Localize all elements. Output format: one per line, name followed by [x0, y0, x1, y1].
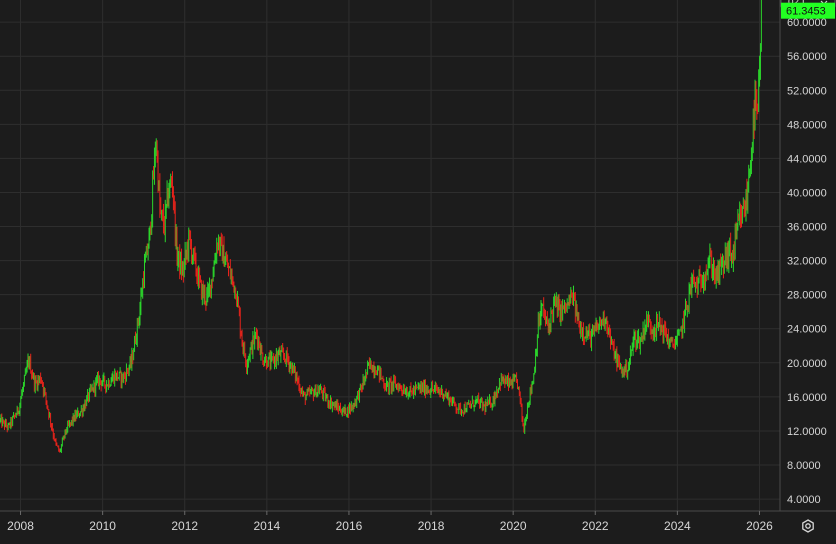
x-tick-label: 2024	[664, 519, 691, 533]
y-tick-label: 56.0000	[787, 51, 827, 63]
y-tick-label: 36.0000	[787, 222, 827, 234]
y-tick-label: 24.0000	[787, 324, 827, 336]
y-tick-label: 28.0000	[787, 290, 827, 302]
y-tick-label: 8.0000	[787, 460, 821, 472]
y-tick-label: 12.0000	[787, 426, 827, 438]
x-tick-label: 2012	[171, 519, 198, 533]
last-price-label: 61.3453	[786, 6, 826, 18]
x-tick-label: 2026	[746, 519, 773, 533]
x-tick-label: 2022	[582, 519, 609, 533]
y-tick-label: 48.0000	[787, 119, 827, 131]
y-tick-label: 4.0000	[787, 494, 821, 506]
y-tick-label: 20.0000	[787, 358, 827, 370]
y-tick-label: 44.0000	[787, 153, 827, 165]
x-tick-label: 2014	[253, 519, 280, 533]
x-tick-label: 2018	[418, 519, 445, 533]
y-tick-label: 32.0000	[787, 256, 827, 268]
chart-candles	[0, 0, 762, 453]
y-tick-label: 16.0000	[787, 392, 827, 404]
x-tick-label: 2008	[7, 519, 34, 533]
x-tick-label: 2010	[89, 519, 116, 533]
gear-icon	[802, 519, 814, 533]
y-tick-label: 52.0000	[787, 85, 827, 97]
y-tick-label: 60.0000	[787, 17, 827, 29]
y-tick-label: 40.0000	[787, 187, 827, 199]
y-axis: 4.0000 8.0000 12.0000 16.0000 20.0000 24.0000…	[779, 0, 827, 511]
last-price-tag: 61.3453	[781, 2, 835, 19]
x-tick-label: 2020	[500, 519, 527, 533]
x-tick-label: 2016	[336, 519, 363, 533]
x-axis: 2008 2010 2012 2014 2016 2018 2020 2022 2024 2026	[0, 510, 836, 533]
settings-button[interactable]	[781, 512, 836, 539]
